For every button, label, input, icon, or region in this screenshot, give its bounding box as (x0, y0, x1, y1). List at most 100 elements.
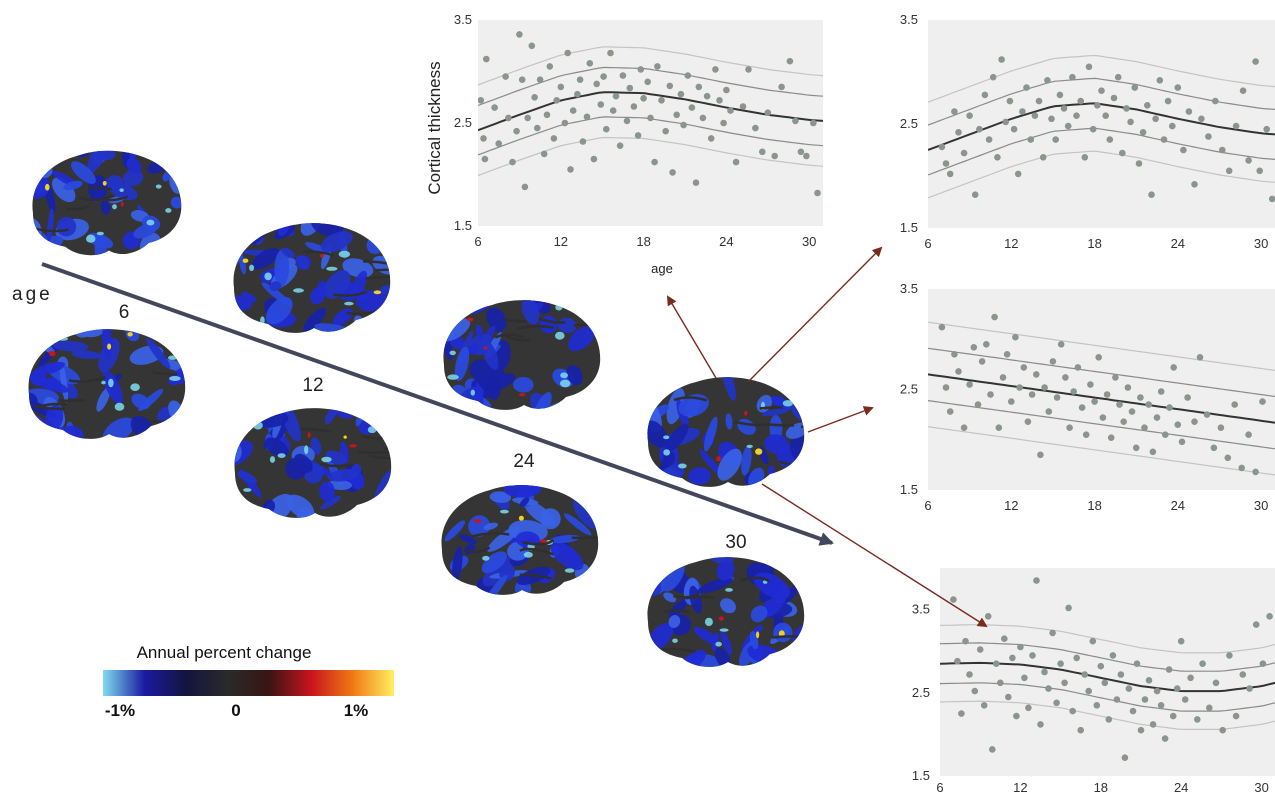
inner-band-upper (940, 642, 1275, 672)
data-point (1161, 735, 1169, 742)
data-point (1252, 468, 1259, 476)
data-point (707, 135, 715, 142)
data-point (1139, 129, 1147, 136)
data-point (1184, 394, 1191, 401)
data-point (583, 113, 591, 121)
data-point (1131, 84, 1139, 91)
data-point (623, 117, 631, 125)
data-point (688, 104, 696, 111)
data-point (658, 97, 665, 104)
data-point (1093, 702, 1101, 709)
chart-panel-bottom-right: 6 12 18 24 30 3.5 2.5 1.5 (912, 568, 1275, 795)
data-point (971, 687, 979, 695)
data-point (1149, 448, 1157, 456)
data-point (946, 408, 954, 415)
x-tick-label: 12 (1013, 780, 1027, 795)
data-point (669, 169, 676, 176)
data-point (1099, 414, 1107, 421)
data-point (997, 679, 1004, 687)
arrow-to-top-right-chart (747, 246, 883, 383)
data-point (981, 91, 989, 99)
data-point (1045, 685, 1052, 692)
data-point (1246, 685, 1253, 692)
data-point (692, 179, 700, 186)
data-point (1021, 674, 1028, 682)
brain-rendering (233, 223, 391, 333)
data-point (1101, 679, 1109, 687)
x-tick-label: 6 (936, 780, 943, 795)
data-point (680, 121, 687, 129)
data-point (1069, 73, 1076, 81)
data-point (607, 49, 614, 57)
data-point (1132, 444, 1140, 452)
data-point (564, 49, 571, 57)
data-point (1141, 696, 1149, 703)
data-point (524, 114, 531, 122)
data-point (1125, 685, 1133, 692)
data-point (1181, 696, 1189, 703)
data-point (1191, 418, 1198, 426)
data-point (557, 83, 565, 91)
y-tick-label: 1.5 (900, 220, 918, 235)
data-point (1266, 613, 1273, 620)
inner-band-lower (940, 682, 1275, 712)
arrow-to-main-chart (666, 295, 717, 379)
data-point (1091, 398, 1098, 405)
data-point (938, 143, 946, 151)
data-point (942, 384, 950, 391)
data-point (1206, 704, 1213, 712)
data-point (644, 78, 651, 86)
data-point (1087, 381, 1094, 388)
data-point (1162, 431, 1169, 439)
data-point (723, 86, 730, 94)
data-point (1029, 652, 1036, 659)
data-point (673, 111, 680, 119)
data-point (792, 117, 799, 125)
data-point (1006, 97, 1014, 105)
plot-background (478, 20, 823, 226)
data-point (946, 170, 954, 178)
brain-rendering (647, 557, 805, 667)
data-point (483, 55, 490, 63)
data-point (987, 391, 994, 398)
data-point (1174, 84, 1182, 91)
data-point (1187, 674, 1194, 682)
data-point (1114, 73, 1122, 81)
data-point (1027, 136, 1034, 143)
data-point (626, 84, 634, 92)
data-point (528, 42, 536, 50)
brain-rendering (234, 408, 392, 518)
data-point (966, 112, 973, 119)
data-point (712, 66, 719, 73)
data-point (495, 140, 503, 147)
age-arrow (41, 262, 834, 546)
data-point (1157, 388, 1165, 395)
data-point (1044, 77, 1051, 84)
y-tick-label: 1.5 (912, 768, 930, 783)
data-point (1017, 643, 1024, 651)
data-point (1078, 404, 1086, 411)
data-point (970, 344, 978, 351)
data-point (1065, 604, 1072, 612)
data-point (1185, 108, 1193, 115)
data-point (1164, 97, 1172, 105)
data-point (1045, 408, 1053, 415)
data-point (1062, 374, 1069, 381)
x-tick-label: 18 (1087, 236, 1101, 251)
data-point (1039, 154, 1047, 161)
data-point (1212, 97, 1219, 105)
data-point (999, 374, 1007, 381)
data-point (995, 424, 1003, 432)
data-point (1153, 687, 1161, 695)
data-point (1098, 87, 1105, 94)
data-point (1239, 87, 1247, 94)
data-point (1019, 108, 1026, 115)
age-label-6: 6 (119, 302, 130, 323)
data-point (640, 95, 647, 102)
y-tick-label: 2.5 (900, 382, 918, 397)
data-point (951, 351, 958, 358)
data-point (478, 97, 485, 104)
x-tick-label: 18 (1087, 498, 1101, 513)
data-point (1001, 635, 1008, 642)
